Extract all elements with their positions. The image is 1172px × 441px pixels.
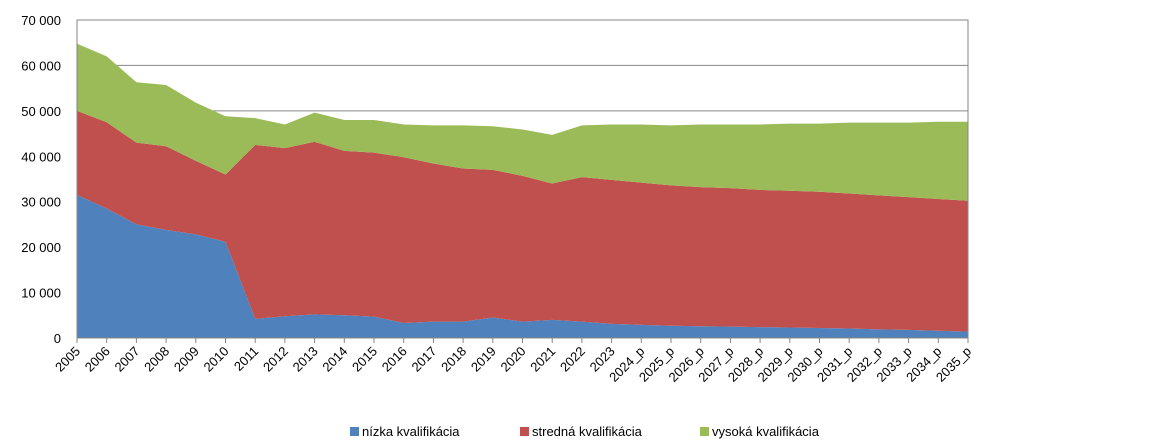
y-tick-label: 0 xyxy=(54,331,61,346)
x-tick-label: 2019 xyxy=(468,344,499,375)
x-tick-label: 2022 xyxy=(557,344,588,375)
x-tick-label: 2014 xyxy=(319,344,350,375)
y-tick-label: 70 000 xyxy=(21,13,61,28)
x-tick-label: 2021 xyxy=(527,344,558,375)
x-tick-label: 2011 xyxy=(231,344,261,374)
legend-swatch xyxy=(350,427,359,436)
area xyxy=(77,194,968,338)
y-tick-label: 60 000 xyxy=(21,58,61,73)
y-tick-label: 40 000 xyxy=(21,149,61,164)
area xyxy=(77,43,968,201)
y-tick-label: 50 000 xyxy=(21,104,61,119)
x-tick-label: 2018 xyxy=(438,344,469,375)
legend-swatch xyxy=(700,427,709,436)
area xyxy=(77,110,968,332)
x-tick-label: 2010 xyxy=(201,344,232,375)
legend-label: vysoká kvalifikácia xyxy=(712,424,820,439)
x-tick-label: 2005 xyxy=(52,344,83,375)
x-tick-label: 2017 xyxy=(408,344,439,375)
legend-swatch xyxy=(520,427,529,436)
x-tick-label: 2015 xyxy=(349,344,380,375)
x-tick-label: 2007 xyxy=(111,344,142,375)
x-tick-label: 2020 xyxy=(498,344,529,375)
x-tick-label: 2016 xyxy=(379,344,410,375)
legend-label: nízka kvalifikácia xyxy=(362,424,460,439)
legend-label: stredná kvalifikácia xyxy=(532,424,643,439)
x-tick-label: 2013 xyxy=(290,344,321,375)
x-tick-label: 2009 xyxy=(171,344,202,375)
y-tick-label: 10 000 xyxy=(21,286,61,301)
x-tick-label: 2008 xyxy=(141,344,172,375)
x-tick-label: 2012 xyxy=(260,344,291,375)
y-tick-label: 30 000 xyxy=(21,195,61,210)
y-tick-label: 20 000 xyxy=(21,240,61,255)
x-tick-label: 2006 xyxy=(82,344,113,375)
